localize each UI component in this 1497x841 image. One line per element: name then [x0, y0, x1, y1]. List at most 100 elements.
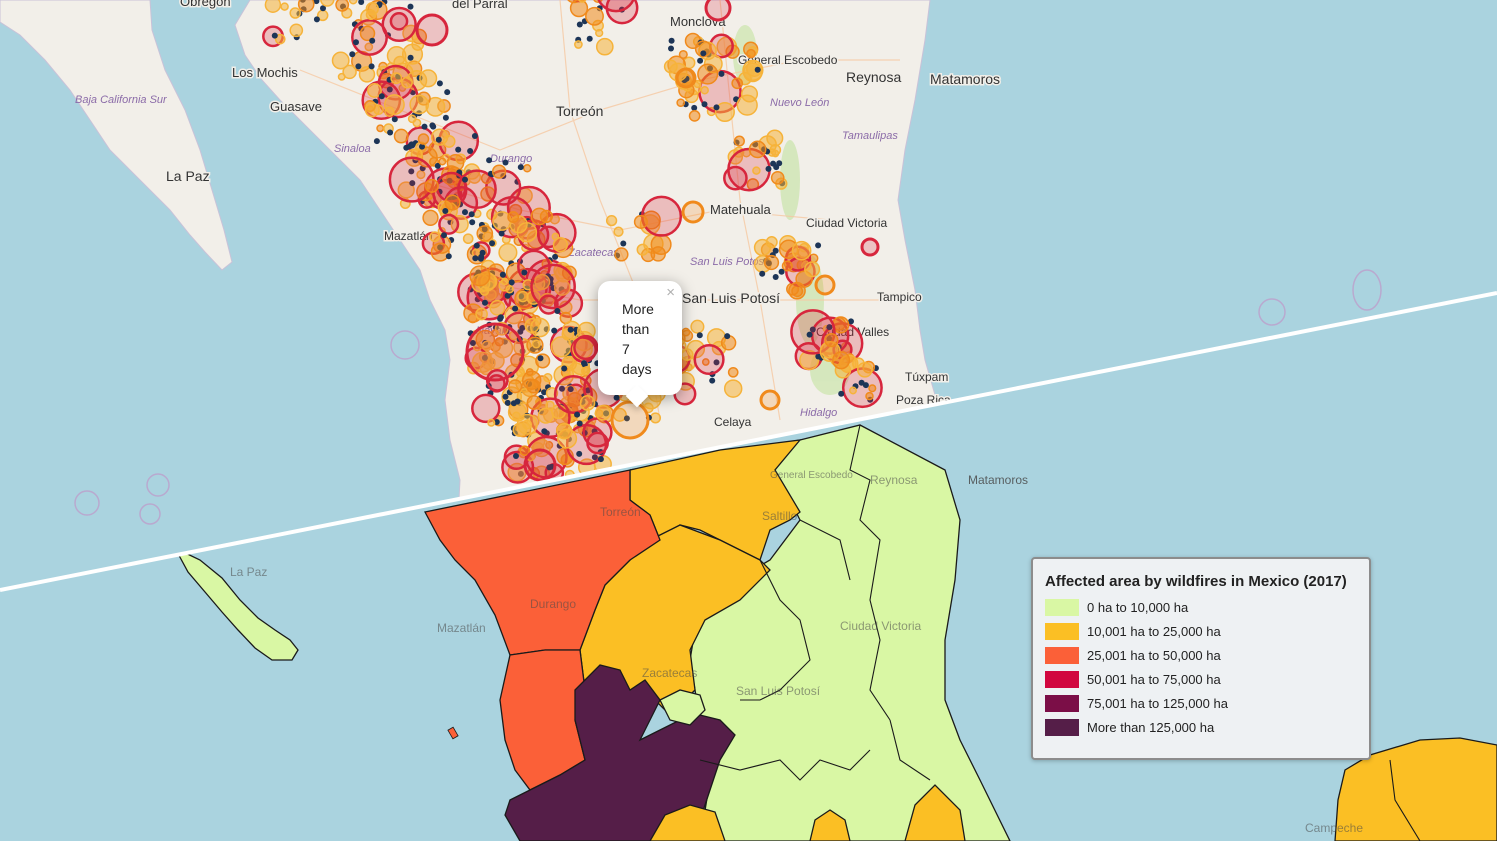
- fire-marker[interactable]: [364, 42, 374, 52]
- fire-marker[interactable]: [376, 124, 385, 133]
- fire-point[interactable]: [776, 160, 783, 167]
- fire-marker[interactable]: [446, 153, 465, 172]
- map-popup[interactable]: × More than 7 days: [598, 281, 682, 408]
- fire-point[interactable]: [469, 340, 476, 346]
- fire-point[interactable]: [482, 299, 488, 306]
- fire-point[interactable]: [541, 389, 548, 396]
- fire-point[interactable]: [271, 32, 278, 39]
- fire-marker[interactable]: [605, 214, 618, 227]
- fire-marker[interactable]: [342, 64, 357, 80]
- fire-marker[interactable]: [469, 265, 491, 287]
- fire-marker[interactable]: [723, 165, 748, 191]
- fire-point[interactable]: [559, 385, 565, 392]
- fire-marker[interactable]: [389, 11, 409, 31]
- fire-marker[interactable]: [574, 40, 583, 49]
- fire-marker[interactable]: [543, 373, 553, 383]
- fire-marker[interactable]: [335, 0, 350, 12]
- fire-point[interactable]: [489, 240, 496, 247]
- fire-point[interactable]: [697, 57, 704, 64]
- fire-marker[interactable]: [694, 40, 712, 58]
- fire-marker[interactable]: [450, 215, 469, 234]
- fire-marker[interactable]: [479, 286, 490, 296]
- fire-point[interactable]: [709, 377, 716, 384]
- fire-marker[interactable]: [537, 407, 554, 424]
- fire-marker[interactable]: [781, 260, 793, 272]
- fire-marker[interactable]: [814, 274, 836, 296]
- fire-marker[interactable]: [748, 140, 767, 159]
- fire-marker[interactable]: [832, 351, 851, 370]
- fire-marker[interactable]: [419, 69, 438, 88]
- fire-marker[interactable]: [678, 49, 688, 60]
- fire-point[interactable]: [718, 70, 725, 77]
- fire-marker[interactable]: [438, 213, 460, 235]
- fire-marker[interactable]: [429, 231, 441, 243]
- fire-marker[interactable]: [471, 351, 494, 373]
- fire-marker[interactable]: [471, 393, 501, 424]
- fire-marker[interactable]: [516, 368, 525, 378]
- fire-point[interactable]: [584, 387, 591, 394]
- region-queretaro[interactable]: [809, 809, 851, 841]
- fire-marker[interactable]: [545, 400, 555, 411]
- fire-marker[interactable]: [519, 445, 531, 457]
- fire-point[interactable]: [472, 255, 479, 262]
- fire-point[interactable]: [519, 325, 526, 331]
- fire-point[interactable]: [815, 353, 822, 360]
- fire-marker[interactable]: [381, 6, 417, 43]
- fire-point[interactable]: [455, 146, 462, 153]
- fire-point[interactable]: [668, 45, 674, 52]
- fire-marker[interactable]: [586, 431, 609, 455]
- fire-marker[interactable]: [614, 247, 629, 262]
- fire-point[interactable]: [838, 390, 845, 397]
- fire-marker[interactable]: [680, 348, 694, 361]
- fire-point[interactable]: [809, 326, 816, 333]
- fire-point[interactable]: [355, 63, 362, 70]
- fire-point[interactable]: [462, 176, 468, 183]
- fire-point[interactable]: [597, 456, 604, 463]
- fire-marker[interactable]: [465, 322, 525, 382]
- fire-marker[interactable]: [681, 200, 705, 224]
- fire-point[interactable]: [567, 386, 574, 393]
- fire-point[interactable]: [713, 104, 720, 111]
- fire-marker[interactable]: [508, 379, 523, 394]
- fire-marker[interactable]: [759, 389, 781, 411]
- fire-marker[interactable]: [409, 94, 430, 115]
- fire-point[interactable]: [358, 0, 365, 5]
- fire-marker[interactable]: [320, 0, 335, 7]
- fire-point[interactable]: [754, 66, 761, 73]
- fire-marker[interactable]: [397, 181, 415, 199]
- fire-marker[interactable]: [693, 343, 725, 376]
- fire-marker[interactable]: [471, 248, 481, 258]
- fire-point[interactable]: [469, 219, 476, 226]
- fire-point[interactable]: [826, 324, 833, 331]
- fire-point[interactable]: [419, 143, 425, 150]
- fire-marker[interactable]: [523, 448, 557, 482]
- fire-marker[interactable]: [849, 386, 857, 395]
- fire-point[interactable]: [552, 253, 559, 260]
- fire-point[interactable]: [770, 160, 777, 167]
- fire-point[interactable]: [700, 50, 707, 57]
- fire-marker[interactable]: [507, 211, 520, 224]
- fire-marker[interactable]: [824, 332, 839, 348]
- fire-marker[interactable]: [358, 66, 376, 83]
- fire-marker[interactable]: [557, 428, 578, 449]
- fire-marker[interactable]: [856, 361, 873, 378]
- fire-marker[interactable]: [765, 236, 778, 249]
- fire-marker[interactable]: [569, 0, 589, 18]
- region-chihuahua-durango[interactable]: [424, 469, 661, 656]
- fire-marker[interactable]: [675, 67, 697, 89]
- fire-point[interactable]: [349, 51, 356, 58]
- close-icon[interactable]: ×: [666, 284, 675, 301]
- region-hidalgo[interactable]: [904, 784, 966, 841]
- region-yucatan[interactable]: [1334, 737, 1497, 841]
- fire-marker[interactable]: [517, 290, 529, 303]
- region-guanajuato[interactable]: [648, 804, 726, 841]
- fire-point[interactable]: [313, 0, 320, 5]
- fire-point[interactable]: [613, 394, 620, 401]
- fire-point[interactable]: [513, 453, 519, 459]
- fire-marker[interactable]: [746, 48, 756, 59]
- fire-point[interactable]: [406, 143, 413, 150]
- fire-point[interactable]: [561, 365, 568, 372]
- fire-point[interactable]: [551, 327, 558, 334]
- fire-marker[interactable]: [487, 418, 496, 427]
- fire-marker[interactable]: [580, 366, 591, 376]
